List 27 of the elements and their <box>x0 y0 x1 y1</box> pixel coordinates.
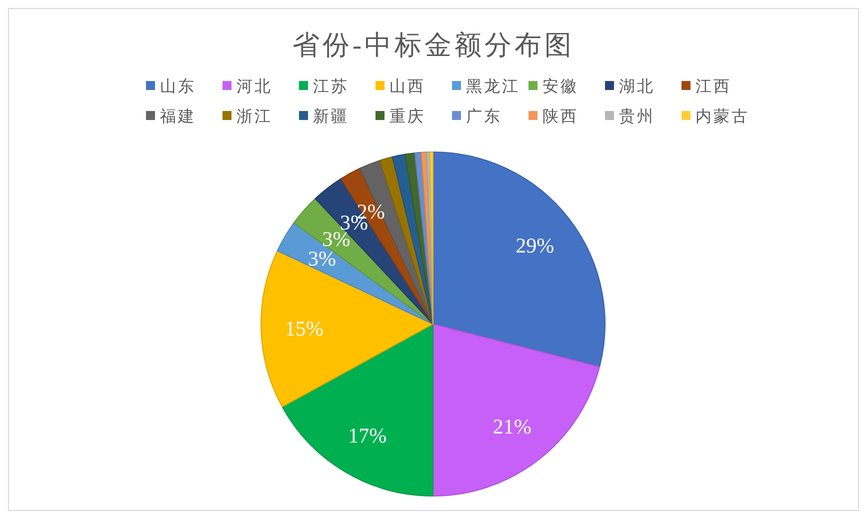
legend-label: 新疆 <box>313 108 349 126</box>
legend-label: 山东 <box>160 78 196 96</box>
data-label: 15% <box>284 316 324 340</box>
pie-slice <box>429 152 434 324</box>
legend-label: 安徽 <box>542 78 578 96</box>
data-label: 21% <box>492 414 532 438</box>
pie-slice <box>432 152 606 368</box>
data-label: 29% <box>516 233 554 258</box>
chart-title: 省份-中标金额分布图 <box>292 30 574 60</box>
legend-label: 黑龙江 <box>466 78 520 96</box>
pie-slice <box>432 324 600 496</box>
legend-label: 广东 <box>466 108 502 126</box>
legend-label: 重庆 <box>390 108 426 126</box>
legend-label: 内蒙古 <box>696 108 750 126</box>
data-label: 3% <box>308 246 336 271</box>
legend-label: 山西 <box>390 78 426 96</box>
legend-label: 福建 <box>160 108 196 126</box>
legend-label: 河北 <box>236 78 272 96</box>
legend-label: 江西 <box>696 78 732 96</box>
pie-slice <box>260 250 434 408</box>
legend-label: 浙江 <box>236 108 272 126</box>
legend-label: 江苏 <box>313 78 349 96</box>
legend-label: 陕西 <box>542 108 578 126</box>
legend-label: 贵州 <box>619 108 655 126</box>
data-label: 17% <box>348 423 387 448</box>
pie-slice <box>282 324 434 496</box>
legend-label: 湖北 <box>619 78 655 96</box>
